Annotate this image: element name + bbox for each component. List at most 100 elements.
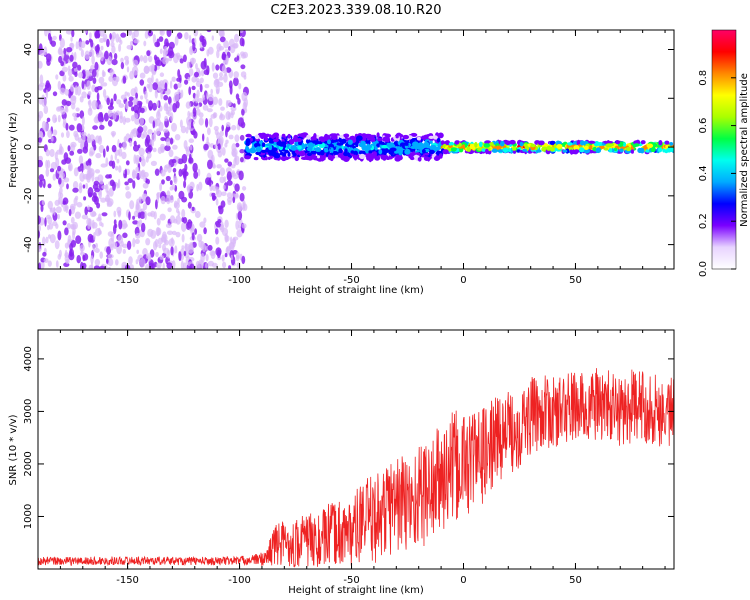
spectrogram-noise-point — [45, 89, 49, 99]
spectrogram-noise-point — [94, 248, 100, 253]
spectrogram-noise-point — [241, 108, 245, 116]
spectrogram-noise-point — [70, 36, 73, 42]
spectrogram-noise-point — [187, 244, 194, 254]
spectrogram-signal-point — [265, 143, 273, 147]
spectrogram-noise-point — [114, 149, 121, 156]
spectrogram-noise-point — [46, 53, 52, 63]
spectrogram-noise-point — [216, 89, 220, 95]
spectrogram-signal-point — [374, 155, 378, 159]
spectrogram-signal-point — [664, 140, 670, 145]
spectrogram-signal-point — [338, 137, 342, 143]
spectrogram-noise-point — [215, 236, 220, 245]
spectrogram-signal-point — [330, 147, 334, 154]
spectrogram-noise-point — [142, 55, 148, 64]
spectrogram-signal-point — [280, 141, 287, 146]
spectrogram-noise-point — [166, 262, 173, 269]
colorbar-tick-label: 0.8 — [698, 70, 709, 86]
spectrogram-signal-point — [448, 144, 453, 148]
spectrogram-noise-point — [155, 199, 158, 210]
spectrogram-noise-point — [132, 104, 140, 113]
spectrogram-noise-point — [181, 153, 188, 164]
spectrogram-signal-point — [573, 145, 580, 151]
spectrogram-noise-point — [240, 71, 247, 78]
spectrogram-signal-point — [327, 139, 331, 145]
spectrogram-signal-point — [275, 134, 279, 140]
spectrogram-noise-point — [57, 165, 62, 172]
spectrogram-signal-point — [290, 145, 298, 151]
spectrogram-noise-point — [66, 183, 69, 190]
spectrogram-signal-point — [549, 146, 556, 152]
x-tick-label: -150 — [116, 575, 139, 586]
spectrogram-noise-point — [69, 242, 73, 251]
spectrogram-noise-point — [220, 191, 227, 197]
spectrogram-noise-point — [132, 170, 138, 179]
spectrogram-noise-point — [214, 143, 217, 149]
spectrogram-noise-point — [46, 117, 51, 123]
spectrogram-noise-point — [162, 57, 169, 65]
spectrogram-noise-point — [194, 210, 201, 219]
spectrogram-signal-point — [436, 138, 441, 143]
spectrogram-noise-point — [164, 82, 168, 92]
spectrogram-noise-point — [236, 202, 243, 212]
spectrogram-noise-point — [201, 38, 207, 48]
spectrogram-noise-point — [75, 235, 82, 245]
spectrogram-noise-point — [155, 226, 161, 237]
spectrogram-signal-point — [579, 147, 585, 153]
spectrogram-noise-point — [96, 202, 101, 209]
spectrogram-noise-point — [96, 217, 102, 222]
spectrogram-noise-point — [95, 242, 98, 249]
spectrogram-noise-point — [188, 68, 194, 77]
spectrogram-signal-point — [300, 132, 307, 137]
spectrogram-signal-point — [395, 134, 399, 139]
spectrogram-signal-point — [378, 149, 383, 155]
spectrogram-noise-point — [153, 211, 157, 220]
spectrogram-noise-point — [76, 85, 82, 96]
spectrogram-noise-point — [111, 45, 116, 54]
snr-line — [38, 368, 674, 568]
spectrogram-noise-point — [71, 224, 77, 230]
spectrogram-noise-point — [75, 195, 79, 201]
spectrogram-noise-point — [91, 211, 97, 217]
snr-ylabel: SNR (10 * v/v) — [8, 414, 19, 485]
y-tick-label: 4000 — [23, 346, 34, 371]
spectrogram-noise-point — [156, 110, 161, 121]
spectrogram-noise-point — [241, 38, 245, 47]
spectrogram-noise-point — [59, 187, 63, 195]
spectrogram-noise-point — [220, 224, 225, 233]
spectrogram-noise-point — [115, 165, 119, 171]
spectrogram-noise-point — [170, 246, 174, 256]
spectrogram-noise-point — [130, 88, 137, 97]
spectrogram-noise-point — [64, 88, 70, 96]
spectrogram-signal-point — [448, 142, 452, 146]
spectrogram-noise-point — [69, 203, 76, 211]
spectrogram-noise-point — [92, 244, 96, 253]
spectrogram-noise-point — [159, 30, 164, 35]
spectrogram-noise-point — [62, 200, 67, 205]
spectrogram-signal-point — [286, 143, 291, 149]
spectrogram-noise-point — [230, 112, 234, 119]
spectrogram-noise-point — [120, 94, 127, 100]
spectrogram-noise-point — [94, 258, 101, 266]
spectrogram-noise-point — [148, 55, 153, 63]
spectrogram-noise-point — [219, 72, 223, 78]
spectrogram-noise-point — [142, 248, 148, 257]
spectrogram-signal-point — [387, 156, 393, 160]
spectrogram-noise-point — [54, 240, 60, 250]
spectrogram-noise-point — [152, 34, 156, 44]
spectrogram-noise-point — [189, 263, 195, 269]
spectrogram-noise-point — [154, 168, 160, 176]
spectrogram-noise-point — [118, 165, 122, 173]
spectrogram-noise-point — [170, 112, 174, 122]
spectrogram-noise-point — [57, 80, 61, 90]
spectrogram-noise-point — [75, 41, 79, 50]
spectrogram-noise-point — [61, 66, 68, 73]
spectrogram-noise-point — [56, 149, 62, 155]
spectrogram-signal-point — [310, 150, 317, 155]
spectrogram-noise-point — [94, 61, 99, 71]
spectrogram-noise-point — [199, 77, 204, 84]
spectrogram-noise-point — [174, 245, 178, 254]
spectrogram-noise-point — [239, 134, 245, 141]
spectrogram-noise-point — [165, 175, 171, 182]
spectrogram-noise-point — [137, 211, 141, 219]
spectrogram-noise-point — [71, 30, 75, 38]
